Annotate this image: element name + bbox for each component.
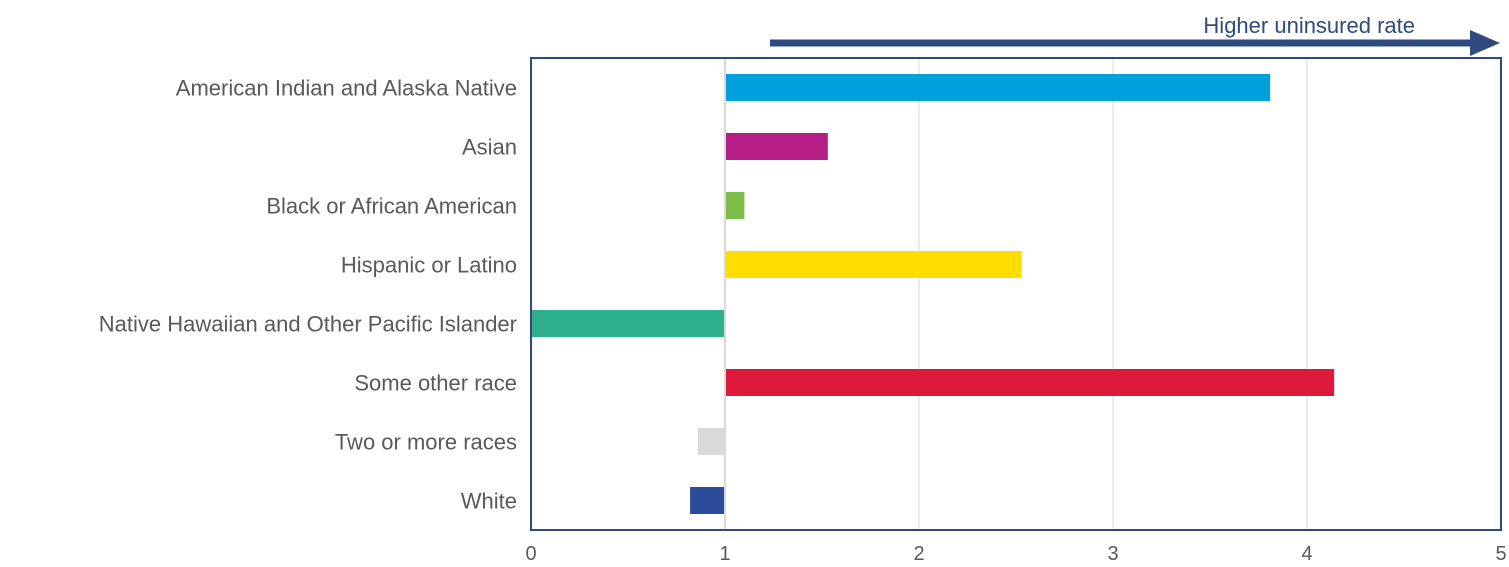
category-label: American Indian and Alaska Native	[176, 76, 517, 101]
x-tick-label: 0	[525, 543, 536, 565]
bar	[725, 369, 1335, 396]
bar	[725, 192, 745, 219]
plot-frame	[530, 57, 1502, 531]
bar	[531, 310, 725, 337]
bar	[725, 74, 1271, 101]
direction-annotation: Higher uninsured rate	[770, 13, 1500, 56]
category-label: Hispanic or Latino	[341, 253, 517, 278]
category-label: Some other race	[354, 371, 517, 396]
category-label: Black or African American	[266, 194, 517, 219]
category-label: Two or more races	[335, 430, 517, 455]
category-labels: American Indian and Alaska Native Asian Bl…	[99, 76, 517, 514]
x-tick-label: 2	[913, 543, 924, 565]
x-tick-label: 3	[1107, 543, 1118, 565]
category-label: Asian	[462, 135, 517, 160]
gridlines	[724, 58, 1308, 530]
category-label: White	[461, 489, 517, 514]
bars	[531, 74, 1335, 514]
x-tick-label: 1	[719, 543, 730, 565]
x-tick-label: 4	[1301, 543, 1312, 565]
x-tick-label: 5	[1495, 543, 1506, 565]
x-tick-labels: 0 1 2 3 4 5	[525, 543, 1506, 565]
bar	[725, 133, 828, 160]
bar	[725, 251, 1022, 278]
category-label: Native Hawaiian and Other Pacific Island…	[99, 312, 517, 337]
bar	[690, 487, 725, 514]
direction-label: Higher uninsured rate	[1203, 13, 1415, 38]
bar	[697, 428, 725, 455]
